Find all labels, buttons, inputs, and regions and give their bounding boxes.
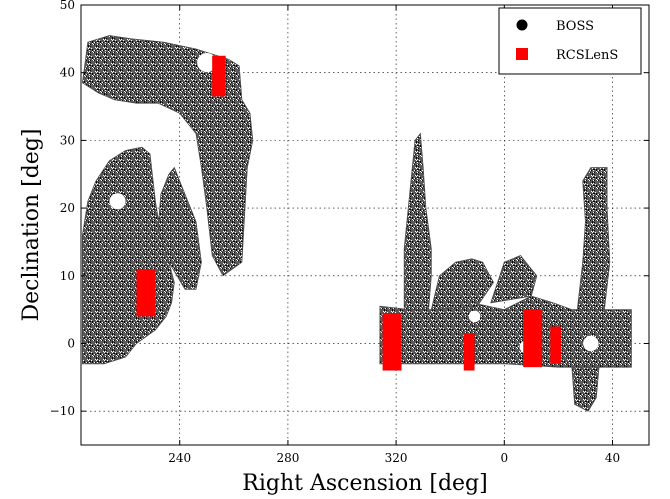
- axis-ticks: [81, 4, 649, 445]
- x-axis-title: Right Ascension [deg]: [242, 471, 487, 496]
- y-tick-label: 10: [60, 269, 75, 283]
- y-tick-labels: −10 0 10 20 30 40 50: [50, 0, 75, 418]
- rcslens-field: [136, 269, 156, 317]
- y-tick-label: −10: [50, 404, 75, 418]
- boss-region: [571, 366, 600, 412]
- rcslens-field: [382, 313, 402, 371]
- boss-gap: [109, 193, 126, 210]
- boss-region: [576, 167, 611, 311]
- y-axis-title: Declination [deg]: [19, 129, 44, 322]
- rcslens-field: [523, 309, 543, 368]
- boss-gap: [468, 310, 481, 323]
- rcslens-footprint: [136, 55, 562, 371]
- y-tick-label: 50: [60, 0, 75, 12]
- x-tick-label: 240: [168, 451, 191, 465]
- y-tick-label: 30: [60, 133, 75, 147]
- x-tick-label: 40: [605, 451, 620, 465]
- boss-region: [403, 132, 432, 311]
- y-tick-label: 0: [67, 336, 75, 350]
- x-tick-label: 280: [276, 451, 299, 465]
- legend-label-rcslens: RCSLenS: [556, 48, 618, 63]
- x-tick-labels: 240 280 320 0 40: [168, 451, 620, 465]
- legend-marker-boss: [516, 19, 528, 31]
- y-tick-label: 40: [60, 66, 75, 80]
- rcslens-field: [463, 333, 475, 371]
- y-tick-label: 20: [60, 201, 75, 215]
- boss-footprint: [81, 35, 632, 412]
- rcslens-field: [212, 55, 226, 97]
- legend: BOSS RCSLenS: [498, 7, 642, 75]
- rcslens-field: [550, 326, 562, 364]
- x-tick-label: 0: [500, 451, 508, 465]
- x-tick-label: 320: [385, 451, 408, 465]
- boss-region: [157, 166, 202, 290]
- boss-gap: [583, 335, 599, 352]
- legend-box: [498, 7, 642, 75]
- boss-region: [430, 258, 494, 311]
- boss-region: [81, 35, 254, 277]
- boss-region: [490, 255, 538, 304]
- legend-label-boss: BOSS: [556, 19, 594, 34]
- boss-gap: [197, 52, 217, 73]
- legend-marker-rcslens: [516, 48, 528, 60]
